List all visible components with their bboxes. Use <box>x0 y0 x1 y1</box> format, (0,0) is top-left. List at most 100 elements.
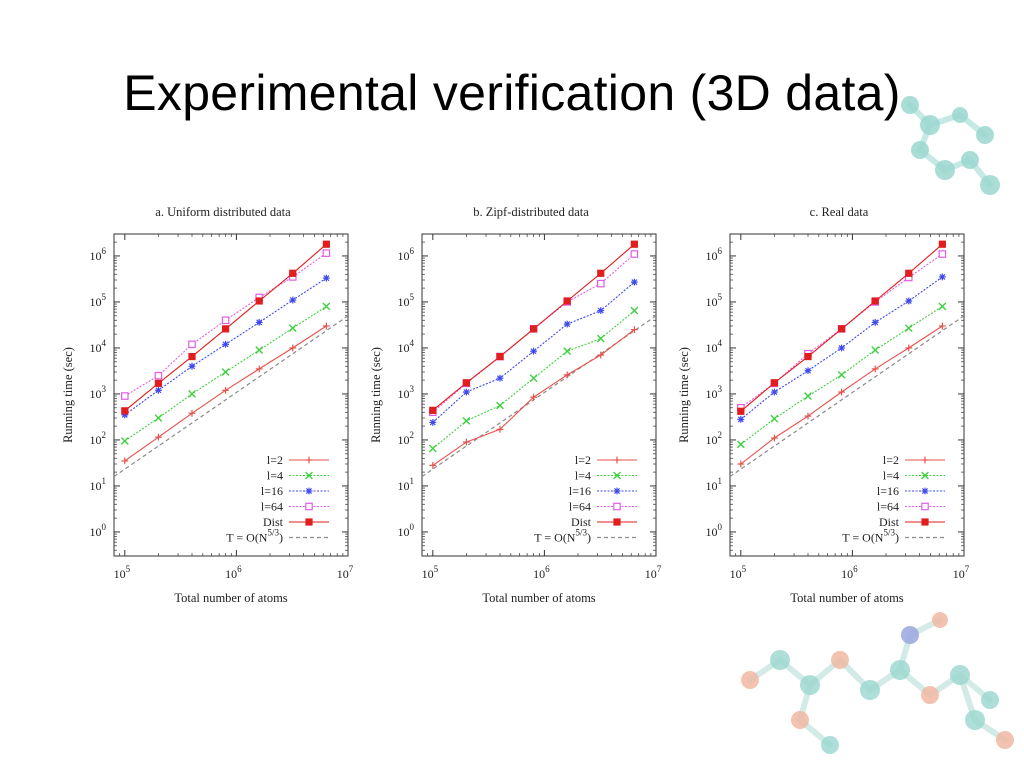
y-tick-label: 101 <box>398 476 415 493</box>
data-point-l16 <box>255 318 263 326</box>
data-point-l4 <box>904 324 913 332</box>
data-point-l16 <box>496 374 504 382</box>
legend-marker-l2 <box>921 456 929 464</box>
legend-label: l=64 <box>569 500 591 514</box>
data-point-l4 <box>770 414 779 423</box>
series-line-reference <box>422 315 656 478</box>
legend-marker-dist <box>921 518 929 526</box>
y-tick-label: 102 <box>706 430 723 447</box>
data-point-l2 <box>630 326 638 334</box>
y-axis-label: Running time (sec) <box>369 347 383 443</box>
y-axis-label: Running time (sec) <box>677 347 691 443</box>
data-point-dist <box>154 379 163 387</box>
slide-title: Experimental verification (3D data) <box>123 65 901 121</box>
y-tick-label: 101 <box>90 476 107 493</box>
data-point-l64 <box>121 392 129 400</box>
data-point-l16 <box>905 297 913 305</box>
plot-frame <box>113 233 349 557</box>
data-point-l2 <box>222 386 229 394</box>
data-point-dist <box>905 269 913 277</box>
data-point-dist <box>221 325 230 333</box>
legend-label: l=4 <box>883 469 899 483</box>
data-point-l4 <box>630 306 639 315</box>
data-point-dist <box>188 352 196 361</box>
data-point-dist <box>837 325 846 333</box>
y-tick-label: 104 <box>706 338 723 355</box>
data-point-l64 <box>188 340 196 349</box>
data-point-dist <box>322 240 330 248</box>
data-point-l16 <box>155 386 162 394</box>
data-point-l2 <box>871 365 879 373</box>
legend-marker-l4 <box>305 471 313 480</box>
data-point-l4 <box>188 390 196 398</box>
data-point-l4 <box>428 444 437 453</box>
data-point-l16 <box>737 415 745 423</box>
chart-title: b. Zipf-distributed data <box>473 205 589 219</box>
series-line-reference <box>730 315 964 478</box>
data-point-l16 <box>429 419 437 426</box>
data-point-l64 <box>221 316 230 325</box>
legend-marker-l4 <box>613 471 621 480</box>
data-point-l2 <box>255 365 263 373</box>
data-point-l2 <box>188 409 196 417</box>
data-point-dist <box>737 407 745 415</box>
data-point-l2 <box>322 322 330 330</box>
y-tick-label: 104 <box>90 338 107 355</box>
data-point-l2 <box>496 425 504 433</box>
data-point-dist <box>462 379 471 387</box>
legend-label: l=16 <box>877 484 899 498</box>
legend-label: l=16 <box>261 484 283 498</box>
y-tick-label: 102 <box>90 430 107 447</box>
y-tick-label: 100 <box>706 522 723 539</box>
data-point-l2 <box>771 434 778 442</box>
x-tick-label: 105 <box>730 564 747 581</box>
data-point-l2 <box>838 388 845 396</box>
data-point-l4 <box>837 370 846 379</box>
data-point-l4 <box>871 346 880 354</box>
y-tick-label: 103 <box>706 384 723 401</box>
legend-label-reference: T = O(N5/3) <box>842 528 899 545</box>
series-line-l64 <box>432 253 635 413</box>
y-tick-label: 100 <box>90 522 107 539</box>
data-point-l2 <box>804 412 812 420</box>
legend-label: l=64 <box>877 500 899 514</box>
data-point-l16 <box>804 367 812 375</box>
data-point-dist <box>770 379 779 387</box>
data-point-l4 <box>221 368 230 376</box>
data-point-l16 <box>530 347 537 355</box>
y-tick-label: 106 <box>706 246 723 263</box>
data-point-l16 <box>597 307 605 314</box>
data-point-l4 <box>288 324 297 332</box>
chart-real-svg: c. Real data 100 101 102 103 104 105 106 105 106 1… <box>677 205 970 605</box>
legend-label-reference: T = O(N5/3) <box>534 528 591 545</box>
data-point-l4 <box>596 334 605 343</box>
data-point-l2 <box>737 460 745 468</box>
data-point-dist <box>289 269 297 277</box>
legend-marker-l16 <box>305 487 313 495</box>
y-tick-label: 105 <box>90 292 107 309</box>
chart-zipf-svg: b. Zipf-distributed data 100 101 102 103 104 1… <box>369 205 662 605</box>
x-tick-label: 107 <box>645 564 662 581</box>
data-point-dist <box>429 406 437 414</box>
data-point-l2 <box>155 433 162 441</box>
y-tick-label: 103 <box>90 384 107 401</box>
data-point-l2 <box>463 438 470 446</box>
x-tick-label: 105 <box>422 564 439 581</box>
x-tick-label: 106 <box>841 564 858 581</box>
data-point-l16 <box>463 388 470 396</box>
plot-area <box>730 240 964 478</box>
data-point-l16 <box>838 344 845 352</box>
data-point-l2 <box>905 344 913 352</box>
plot-area <box>114 240 348 478</box>
data-point-l64 <box>596 279 605 288</box>
data-point-dist <box>938 240 946 248</box>
legend-marker-l2 <box>613 456 621 464</box>
data-point-dist <box>255 297 263 305</box>
y-axis-label: Running time (sec) <box>61 347 75 443</box>
data-point-l2 <box>530 393 537 401</box>
data-point-l4 <box>154 414 163 422</box>
data-point-dist <box>529 325 538 333</box>
data-point-l16 <box>563 320 571 328</box>
